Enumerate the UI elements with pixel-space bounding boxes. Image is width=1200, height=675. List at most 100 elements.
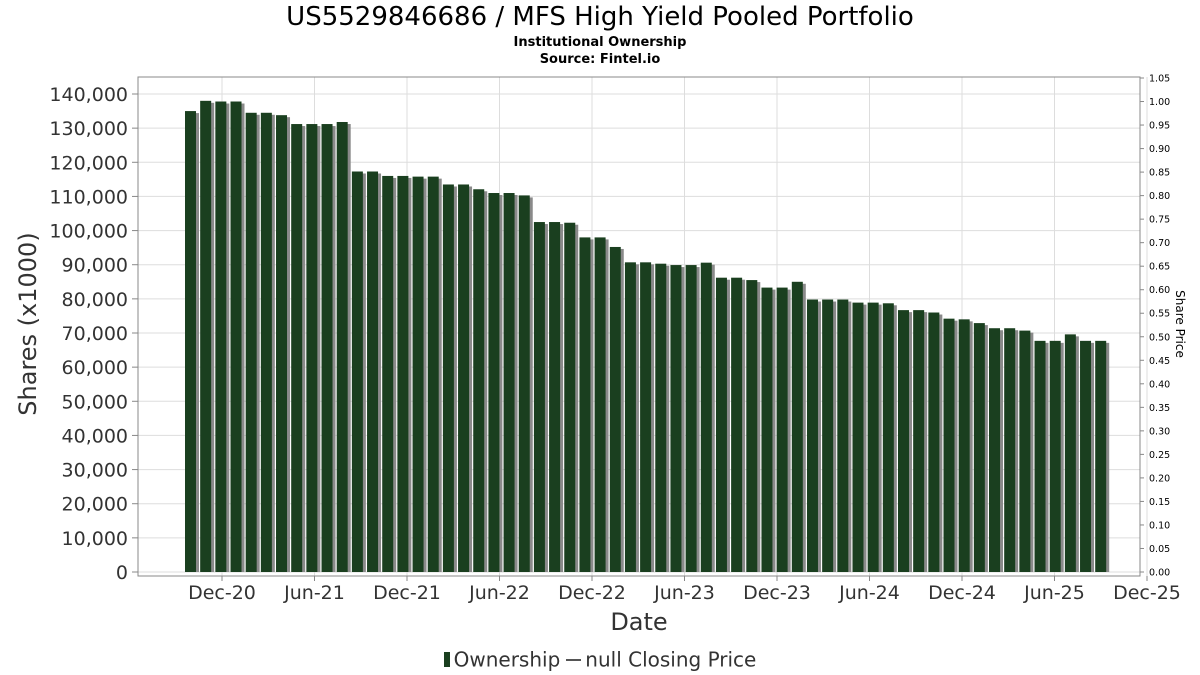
ownership-bar <box>488 193 500 572</box>
ownership-bar <box>1049 340 1061 572</box>
ownership-legend-swatch <box>443 652 450 667</box>
ownership-bar <box>761 287 773 572</box>
ownership-bar <box>458 184 470 572</box>
ownership-bar <box>1064 334 1076 572</box>
ownership-bar <box>533 222 545 573</box>
y2-tick-label: 0.80 <box>1149 191 1170 202</box>
ownership-bar <box>260 112 272 573</box>
ownership-bar <box>958 319 970 572</box>
y-tick-label: 20,000 <box>62 494 128 516</box>
x-tick-label: Dec-22 <box>558 582 626 604</box>
x-tick-label: Jun-24 <box>838 582 900 604</box>
ownership-bar <box>1019 330 1031 572</box>
ownership-bar <box>791 281 803 572</box>
ownership-bar <box>412 176 424 572</box>
y2-tick-label: 0.05 <box>1149 544 1170 555</box>
y-tick-label: 80,000 <box>62 289 128 311</box>
x-tick-label: Dec-25 <box>1113 582 1181 604</box>
ownership-bar <box>564 222 576 572</box>
y2-tick-label: 0.50 <box>1149 332 1170 343</box>
ownership-bar <box>715 277 727 572</box>
ownership-bar <box>928 312 940 572</box>
x-tick-label: Jun-22 <box>468 582 530 604</box>
y-tick-label: 110,000 <box>49 186 128 208</box>
y2-tick-label: 0.10 <box>1149 520 1170 531</box>
ownership-bar <box>700 262 712 572</box>
chart-source: Source: Fintel.io <box>539 52 661 67</box>
y-axis: 0 10,000 20,000 30,000 40,000 50,000 60,000 70,… <box>49 84 138 584</box>
ownership-bar <box>291 124 303 572</box>
ownership-bar <box>746 280 758 572</box>
y2-tick-label: 0.25 <box>1149 450 1170 461</box>
y-tick-label: 40,000 <box>62 425 128 447</box>
y2-tick-label: 1.05 <box>1149 74 1170 85</box>
ownership-bar <box>351 171 363 573</box>
chart-title: US5529846686 / MFS High Yield Pooled Por… <box>286 2 914 32</box>
x-axis-label: Date <box>610 608 667 636</box>
ownership-bar <box>806 299 818 572</box>
ownership-bar <box>867 302 879 572</box>
ownership-bar <box>503 193 515 572</box>
ownership-bar <box>185 111 196 573</box>
y2-tick-label: 0.40 <box>1149 379 1170 390</box>
y2-tick-label: 0.30 <box>1149 426 1170 437</box>
y-tick-label: 90,000 <box>62 255 128 277</box>
ownership-bar <box>973 323 985 572</box>
ownership-bar <box>397 175 409 572</box>
plot-area <box>137 76 1141 577</box>
chart-subtitle: Institutional Ownership <box>513 35 687 50</box>
y-tick-label: 10,000 <box>62 528 128 550</box>
y2-tick-label: 0.60 <box>1149 285 1170 296</box>
y-tick-label: 120,000 <box>49 152 128 174</box>
ownership-bar <box>943 318 955 572</box>
ownership-bar <box>276 115 288 572</box>
ownership-bar <box>882 303 894 572</box>
ownership-bar <box>1004 328 1016 572</box>
ownership-bar <box>1080 340 1092 572</box>
ownership-bar <box>442 184 454 572</box>
y-tick-label: 30,000 <box>62 460 128 482</box>
y2-tick-label: 0.95 <box>1149 121 1170 132</box>
ownership-bar <box>473 189 485 572</box>
bars <box>185 100 1110 573</box>
ownership-bar <box>518 195 530 572</box>
y-axis-label: Shares (x1000) <box>14 232 42 415</box>
ownership-bar <box>624 262 636 572</box>
ownership-bar <box>321 124 333 572</box>
ownership-bar <box>655 263 667 572</box>
ownership-bar <box>822 299 834 572</box>
ownership-bar <box>913 310 925 572</box>
y-tick-label: 130,000 <box>49 118 128 140</box>
y2-tick-label: 0.00 <box>1149 568 1170 579</box>
ownership-bar <box>989 328 1001 572</box>
price-legend-label: null Closing Price <box>585 647 757 672</box>
ownership-bar <box>609 246 621 572</box>
y-tick-label: 0 <box>116 562 128 584</box>
ownership-bar <box>594 237 606 572</box>
y2-tick-label: 0.75 <box>1149 215 1170 226</box>
ownership-bar <box>215 101 227 573</box>
legend: Ownership null Closing Price <box>0 646 1200 672</box>
ownership-bar <box>306 124 318 572</box>
price-legend-swatch <box>566 658 582 661</box>
y-tick-label: 140,000 <box>49 84 128 106</box>
ownership-bar <box>776 287 788 572</box>
ownership-bar <box>1095 340 1107 572</box>
ownership-bar <box>245 112 257 573</box>
x-tick-label: Jun-25 <box>1023 582 1085 604</box>
y-tick-label: 70,000 <box>62 323 128 345</box>
x-tick-label: Dec-24 <box>928 582 996 604</box>
y2-axis: 0.00 0.05 0.10 0.15 0.20 0.25 0.30 0.35 0.40 0.45… <box>1140 74 1170 579</box>
y-tick-label: 50,000 <box>62 391 128 413</box>
ownership-bar <box>670 265 682 572</box>
y2-tick-label: 0.55 <box>1149 309 1170 320</box>
ownership-bar <box>1034 340 1046 572</box>
y2-tick-label: 0.65 <box>1149 262 1170 273</box>
y2-axis-label: Share Price <box>1173 290 1187 358</box>
ownership-bar <box>336 121 348 573</box>
x-tick-label: Dec-20 <box>188 582 256 604</box>
ownership-bar <box>897 310 909 572</box>
ownership-bar <box>230 101 242 573</box>
y-tick-label: 60,000 <box>62 357 128 379</box>
